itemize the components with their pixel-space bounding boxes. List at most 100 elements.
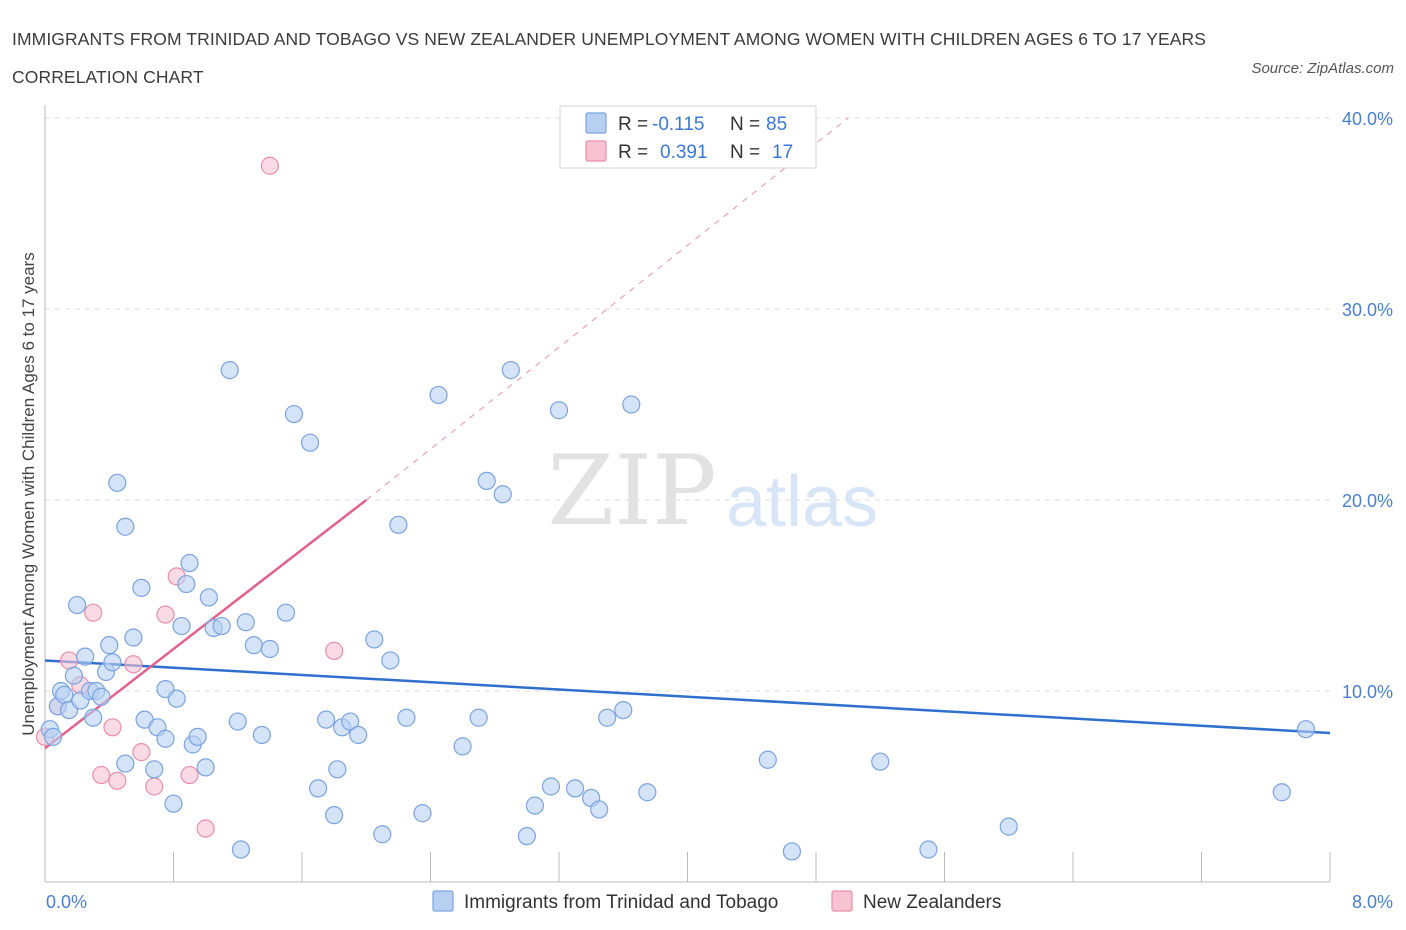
point-immigrants — [919, 840, 938, 859]
legend-swatch-pink — [585, 140, 607, 162]
point-immigrants — [300, 433, 320, 452]
point-new-zealanders — [108, 771, 127, 790]
point-immigrants — [1272, 783, 1291, 802]
point-new-zealanders — [84, 603, 103, 622]
point-immigrants — [212, 616, 231, 636]
point-immigrants — [782, 842, 802, 861]
point-immigrants — [132, 578, 151, 597]
series-swatch-pink — [831, 890, 853, 912]
point-immigrants — [167, 689, 186, 708]
point-immigrants — [68, 595, 87, 615]
point-new-zealanders — [124, 655, 143, 674]
point-immigrants — [501, 361, 520, 380]
point-immigrants — [541, 777, 561, 796]
watermark: ZIP atlas — [547, 435, 878, 547]
chart-title: IMMIGRANTS FROM TRINIDAD AND TOBAGO VS N… — [12, 29, 1207, 87]
point-new-zealanders — [260, 156, 279, 175]
y-tick-label: 30.0% — [1342, 300, 1393, 320]
legend-n-label: N = — [730, 114, 760, 135]
series-label-new-zealanders: New Zealanders — [863, 892, 1001, 913]
point-immigrants — [381, 651, 400, 670]
point-immigrants — [453, 737, 472, 756]
point-immigrants — [43, 727, 63, 746]
point-immigrants — [349, 725, 368, 745]
legend-swatch-blue — [585, 112, 607, 134]
point-immigrants — [220, 361, 239, 380]
x-tick-label: 8.0% — [1352, 892, 1393, 912]
grid-lines — [45, 117, 1330, 692]
point-immigrants — [397, 708, 416, 727]
point-immigrants — [76, 647, 95, 666]
point-immigrants — [622, 395, 641, 414]
y-axis-label: Unemployment Among Women with Children A… — [19, 252, 38, 736]
point-immigrants — [260, 639, 279, 659]
point-immigrants — [145, 760, 164, 779]
series-swatch-blue — [432, 890, 454, 912]
point-immigrants — [525, 796, 545, 815]
point-immigrants — [316, 710, 336, 729]
point-new-zealanders — [325, 641, 344, 660]
legend-r-value: 0.391 — [660, 142, 708, 163]
point-new-zealanders — [92, 765, 111, 785]
point-immigrants — [373, 825, 392, 844]
point-immigrants — [156, 729, 175, 748]
point-immigrants — [231, 840, 251, 859]
point-immigrants — [871, 752, 890, 771]
point-immigrants — [164, 794, 183, 813]
point-immigrants — [100, 636, 119, 655]
point-immigrants — [172, 616, 191, 636]
point-immigrants — [517, 827, 536, 846]
point-immigrants — [252, 725, 271, 745]
y-tick-label: 20.0% — [1342, 491, 1393, 511]
point-immigrants — [429, 385, 448, 405]
point-immigrants — [493, 485, 512, 504]
point-immigrants — [108, 473, 127, 492]
x-tick-labels: 0.0% 8.0% — [46, 892, 1393, 912]
point-immigrants — [199, 588, 218, 607]
point-immigrants — [341, 712, 360, 731]
y-tick-label: 40.0% — [1342, 109, 1393, 129]
point-immigrants — [614, 700, 633, 720]
watermark-atlas: atlas — [726, 462, 878, 542]
point-immigrants — [180, 553, 199, 573]
point-new-zealanders — [180, 765, 199, 785]
source-credit: Source: ZipAtlas.com — [1251, 60, 1394, 77]
legend-n-value: 17 — [772, 142, 793, 163]
legend-r-label: R = — [618, 114, 648, 135]
point-immigrants — [188, 727, 207, 746]
trend-line-immigrants — [44, 659, 1331, 735]
series-legend: Immigrants from Trinidad and Tobago New … — [432, 890, 1001, 913]
point-new-zealanders — [59, 651, 79, 670]
point-immigrants — [236, 613, 255, 632]
point-new-zealanders — [132, 743, 151, 762]
point-immigrants — [758, 750, 777, 769]
series-label-immigrants: Immigrants from Trinidad and Tobago — [464, 892, 778, 913]
point-immigrants — [389, 515, 408, 534]
point-immigrants — [598, 708, 617, 727]
point-immigrants — [565, 779, 585, 798]
point-immigrants — [308, 779, 328, 798]
legend-n-label: N = — [730, 142, 760, 163]
legend-n-value: 85 — [766, 114, 787, 135]
point-immigrants — [549, 401, 569, 420]
point-immigrants — [84, 708, 103, 727]
point-immigrants — [469, 708, 488, 727]
point-immigrants — [413, 804, 432, 823]
point-new-zealanders — [196, 819, 215, 838]
legend-r-label: R = — [618, 142, 648, 163]
y-tick-label: 10.0% — [1342, 682, 1393, 702]
point-immigrants — [638, 783, 657, 802]
point-new-zealanders — [103, 718, 122, 737]
point-immigrants — [103, 653, 122, 672]
point-immigrants — [55, 685, 74, 704]
point-immigrants — [477, 471, 496, 490]
point-immigrants — [365, 630, 384, 649]
y-tick-labels: 10.0% 20.0% 30.0% 40.0% — [1342, 109, 1393, 702]
point-new-zealanders — [156, 605, 175, 624]
point-immigrants — [228, 712, 247, 731]
point-immigrants — [284, 404, 304, 424]
point-immigrants — [244, 636, 263, 655]
trend-lines — [44, 117, 1331, 750]
data-points — [35, 156, 1316, 861]
